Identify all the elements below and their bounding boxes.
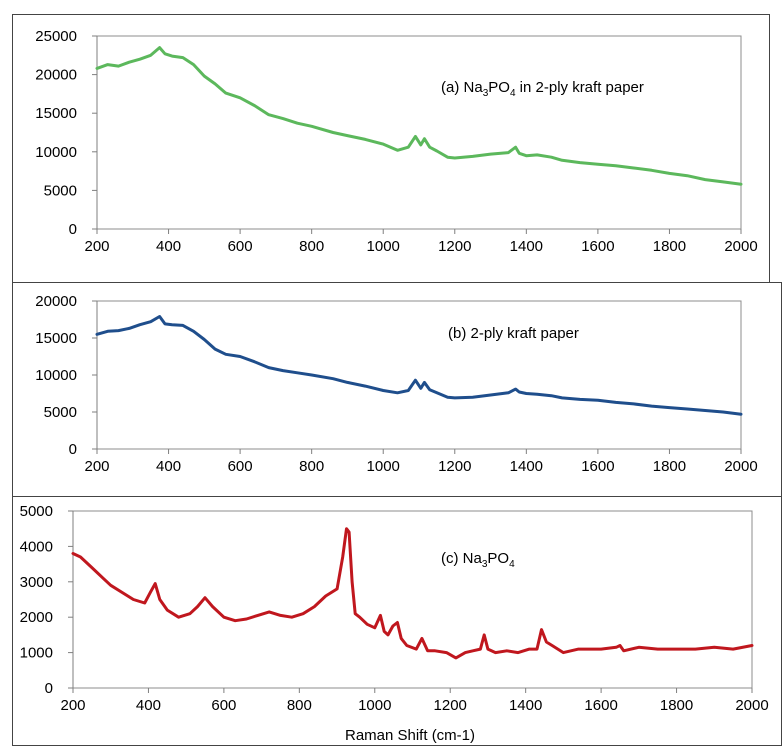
panel-c-y-tick-label: 4000 — [20, 538, 53, 555]
panel-c-x-tick-label: 1600 — [584, 697, 617, 714]
panel-b-y-tick-label: 0 — [69, 441, 77, 458]
panel-a-x-tick-label: 1200 — [438, 238, 471, 255]
panel-b-x-tick-label: 1600 — [581, 458, 614, 475]
panel-c-y-tick-label: 5000 — [20, 503, 53, 520]
panel-b-y-tick-label: 20000 — [35, 293, 77, 310]
panel-a-x-tick-label: 2000 — [724, 238, 757, 255]
panel-a-annotation: (a) Na3PO4 in 2-ply kraft paper — [441, 79, 644, 99]
panel-c-x-tick-label: 200 — [60, 697, 85, 714]
panel-b-x-tick-label: 1000 — [367, 458, 400, 475]
panel-c-x-tick-label: 1400 — [509, 697, 542, 714]
panel-c-x-tick-label: 400 — [136, 697, 161, 714]
panel-b-x-tick-label: 400 — [156, 458, 181, 475]
panel-a-y-tick-label: 5000 — [44, 182, 77, 199]
panel-c-y-tick-label: 3000 — [20, 574, 53, 591]
panel-a-y-tick-label: 20000 — [35, 67, 77, 84]
panel-a-x-tick-label: 1600 — [581, 238, 614, 255]
panel-c-x-tick-label: 800 — [287, 697, 312, 714]
panel-b-x-tick-label: 800 — [299, 458, 324, 475]
panel-b-x-tick-label: 1200 — [438, 458, 471, 475]
panel-a-series-line — [95, 46, 743, 186]
panel-c-x-tick-label: 1800 — [660, 697, 693, 714]
panel-c-y-tick-label: 2000 — [20, 609, 53, 626]
panel-b-x-tick-label: 2000 — [724, 458, 757, 475]
panel-a-x-tick-label: 1000 — [367, 238, 400, 255]
panel-b-x-tick-label: 1400 — [510, 458, 543, 475]
panel-b-y-tick-label: 15000 — [35, 330, 77, 347]
panel-c-plot-area — [72, 510, 753, 689]
panel-a-x-tick-label: 1800 — [653, 238, 686, 255]
panel-a-x-tick-label: 600 — [228, 238, 253, 255]
panel-a-x-tick-label: 400 — [156, 238, 181, 255]
panel-a-y-tick-label: 10000 — [35, 144, 77, 161]
panel-c-x-tick-label: 600 — [211, 697, 236, 714]
x-axis-label: Raman Shift (cm-1) — [345, 727, 475, 744]
panel-b-y-tick-label: 5000 — [44, 404, 77, 421]
panel-a-y-tick-label: 0 — [69, 221, 77, 238]
panel-c-series-line — [71, 527, 754, 660]
panel-c-annotation: (c) Na3PO4 — [441, 550, 515, 570]
panel-a-y-tick-label: 15000 — [35, 105, 77, 122]
panel-b-x-tick-label: 200 — [84, 458, 109, 475]
panel-a-y-tick-label: 25000 — [35, 28, 77, 45]
panel-a-x-tick-label: 800 — [299, 238, 324, 255]
panel-c-y-tick-label: 0 — [45, 680, 53, 697]
panel-c-x-tick-label: 2000 — [735, 697, 768, 714]
panel-b-series-line — [95, 315, 743, 416]
panel-b-x-tick-label: 1800 — [653, 458, 686, 475]
panel-b-y-tick-label: 10000 — [35, 367, 77, 384]
panel-b-plot-area — [96, 300, 742, 450]
panel-a-x-tick-label: 200 — [84, 238, 109, 255]
panel-b-x-tick-label: 600 — [228, 458, 253, 475]
panel-c-x-tick-label: 1000 — [358, 697, 391, 714]
panel-c-y-tick-label: 1000 — [20, 645, 53, 662]
panel-a-x-tick-label: 1400 — [510, 238, 543, 255]
panel-c-x-tick-label: 1200 — [434, 697, 467, 714]
panel-b-annotation: (b) 2-ply kraft paper — [448, 325, 579, 342]
